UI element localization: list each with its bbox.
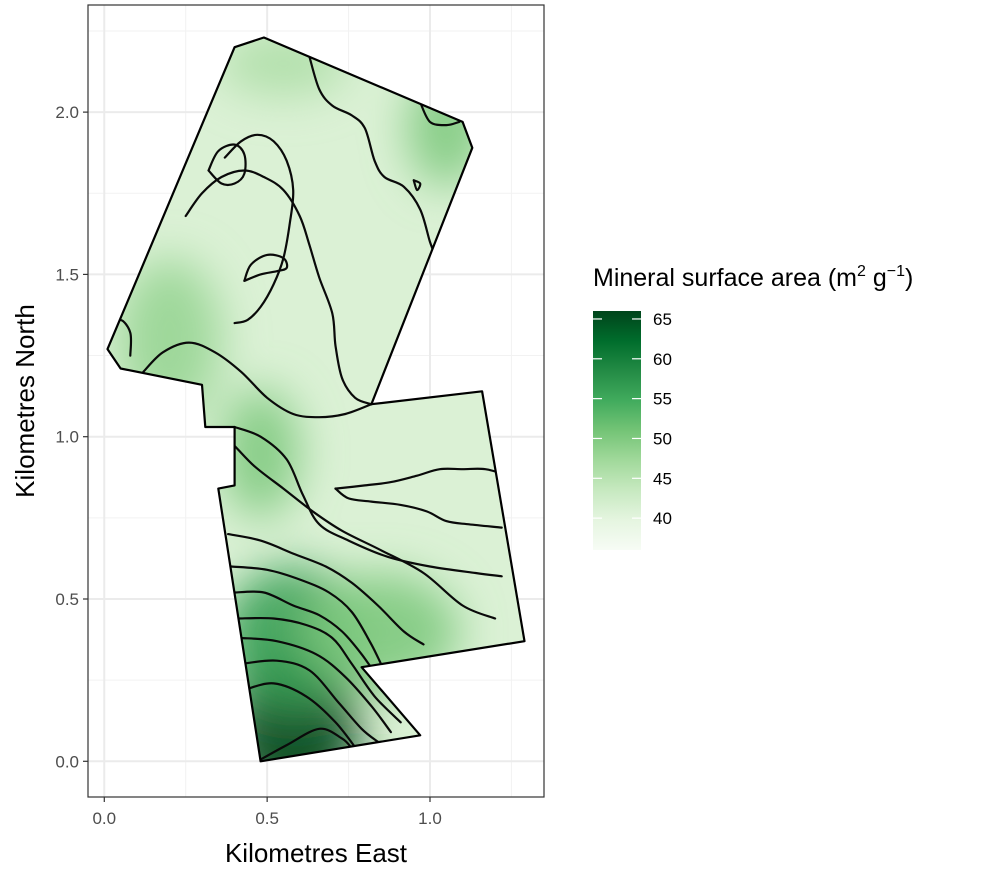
panel-border — [87, 4, 545, 798]
legend-tick-label: 45 — [653, 469, 672, 488]
x-tick-label: 0.0 — [92, 809, 116, 828]
contour-line — [256, 727, 353, 762]
y-axis-ticks: 0.0 0.5 1.0 1.5 2.0 — [55, 103, 88, 771]
contour-line — [243, 682, 360, 753]
y-axis-title: Kilometres North — [10, 304, 40, 498]
y-tick-label: 0.0 — [55, 752, 79, 771]
contour-line — [227, 533, 425, 646]
y-tick-label: 0.5 — [55, 590, 79, 609]
y-tick-label: 1.0 — [55, 428, 79, 447]
y-tick-label: 2.0 — [55, 103, 79, 122]
contour-line — [236, 616, 402, 724]
legend-tick-label: 55 — [653, 390, 672, 409]
contour-line — [240, 659, 379, 743]
legend-ticks: 40 45 50 55 60 65 — [593, 310, 672, 528]
legend-tick-label: 60 — [653, 350, 672, 369]
x-axis-ticks: 0.0 0.5 1.0 — [92, 797, 442, 828]
contour-line — [419, 101, 461, 127]
x-tick-label: 0.5 — [255, 809, 279, 828]
field-boundary — [106, 36, 526, 763]
contour-line — [223, 133, 295, 325]
legend-tick-label: 40 — [653, 509, 672, 528]
heat-base — [107, 37, 525, 762]
legend-colorbar — [593, 311, 641, 550]
legend: Mineral surface area (m2 g−1) 40 45 50 55 60… — [593, 263, 913, 550]
contour-line — [334, 487, 503, 529]
contour-line — [243, 253, 289, 282]
contour-line — [308, 55, 438, 260]
x-axis-title: Kilometres East — [225, 838, 408, 868]
contour-line — [142, 341, 373, 419]
contour-line — [184, 169, 373, 406]
contour-line — [204, 425, 497, 620]
legend-tick-label: 65 — [653, 310, 672, 329]
contour-line — [412, 179, 422, 192]
contour-line — [207, 143, 247, 187]
legend-tick-label: 50 — [653, 429, 672, 448]
contour-lines — [109, 55, 510, 762]
x-tick-label: 1.0 — [418, 809, 442, 828]
legend-title: Mineral surface area (m2 g−1) — [593, 263, 913, 292]
contour-line — [334, 467, 510, 490]
y-tick-label: 1.5 — [55, 265, 79, 284]
contour-line — [233, 425, 503, 578]
contour-line — [240, 636, 392, 734]
